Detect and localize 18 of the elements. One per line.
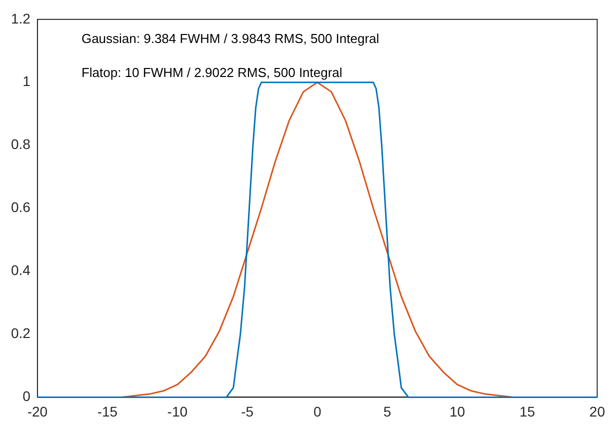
y-tick-label: 0.4 bbox=[10, 262, 31, 278]
x-tick-label: 5 bbox=[383, 403, 392, 420]
y-tick-label: 0.6 bbox=[10, 199, 31, 216]
x-tick-label: 15 bbox=[519, 403, 536, 420]
x-tick-label: 0 bbox=[313, 403, 322, 420]
annotation: Flatop: 10 FWHM / 2.9022 RMS, 500 Integral bbox=[81, 64, 342, 80]
x-tick-label: 10 bbox=[449, 403, 466, 420]
x-tick-label: -5 bbox=[241, 403, 254, 420]
annotation: Gaussian: 9.384 FWHM / 3.9843 RMS, 500 Integral bbox=[81, 30, 380, 46]
y-tick-label: 1.2 bbox=[10, 10, 31, 26]
y-tick-label: 0.8 bbox=[10, 136, 31, 152]
x-tick-label: -10 bbox=[167, 403, 188, 420]
x-tick-label: -15 bbox=[97, 403, 118, 420]
y-tick-label: 0 bbox=[22, 388, 31, 404]
x-tick-label: 20 bbox=[589, 403, 606, 420]
y-tick-label: 1 bbox=[22, 73, 31, 90]
x-tick-label: -20 bbox=[27, 403, 48, 420]
y-tick-label: 0.2 bbox=[10, 325, 31, 342]
